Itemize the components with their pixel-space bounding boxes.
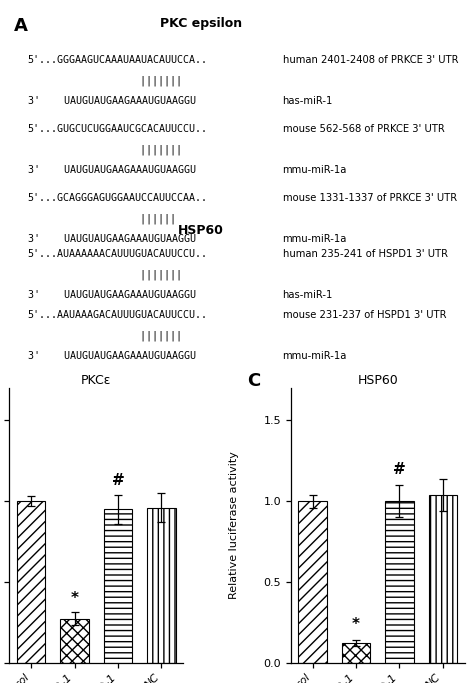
Text: |||||||: ||||||| xyxy=(98,270,182,280)
Text: 5'...AUAAAAAACAUUUGUACAUUCCU..: 5'...AUAAAAAACAUUUGUACAUUCCU.. xyxy=(27,249,208,259)
Text: |||||||: ||||||| xyxy=(98,75,182,86)
Text: PKC epsilon: PKC epsilon xyxy=(160,17,242,30)
Bar xyxy=(342,643,370,663)
Text: 3'    UAUGUAUGAAGAAAUGUAAGGU: 3' UAUGUAUGAAGAAAUGUAAGGU xyxy=(27,96,196,106)
Text: mmu-miR-1a: mmu-miR-1a xyxy=(283,351,347,361)
Text: mouse 562-568 of PRKCE 3' UTR: mouse 562-568 of PRKCE 3' UTR xyxy=(283,124,444,134)
Text: mouse 231-237 of HSPD1 3' UTR: mouse 231-237 of HSPD1 3' UTR xyxy=(283,310,446,320)
Y-axis label: Relative luciferase activity: Relative luciferase activity xyxy=(229,451,239,599)
Text: 3'    UAUGUAUGAAGAAAUGUAAGGU: 3' UAUGUAUGAAGAAAUGUAAGGU xyxy=(27,165,196,175)
Text: *: * xyxy=(71,591,79,606)
Text: 5'...GGGAAGUCAAAUAAUACAUUCCA..: 5'...GGGAAGUCAAAUAAUACAUUCCA.. xyxy=(27,55,208,65)
Text: HSP60: HSP60 xyxy=(178,224,224,238)
Text: 3'    UAUGUAUGAAGAAAUGUAAGGU: 3' UAUGUAUGAAGAAAUGUAAGGU xyxy=(27,234,196,244)
Text: #: # xyxy=(393,462,406,477)
Text: C: C xyxy=(247,372,261,390)
Bar xyxy=(428,494,457,663)
Bar xyxy=(385,501,413,663)
Text: A: A xyxy=(14,17,28,35)
Text: mouse 1331-1337 of PRKCE 3' UTR: mouse 1331-1337 of PRKCE 3' UTR xyxy=(283,193,456,203)
Text: |||||||: ||||||| xyxy=(98,144,182,155)
Title: HSP60: HSP60 xyxy=(357,374,398,387)
Text: 3'    UAUGUAUGAAGAAAUGUAAGGU: 3' UAUGUAUGAAGAAAUGUAAGGU xyxy=(27,351,196,361)
Text: mmu-miR-1a: mmu-miR-1a xyxy=(283,165,347,175)
Bar xyxy=(17,501,46,663)
Bar xyxy=(104,510,132,663)
Text: 5'...AAUAAAGACAUUUGUACAUUCCU..: 5'...AAUAAAGACAUUUGUACAUUCCU.. xyxy=(27,310,208,320)
Bar xyxy=(147,507,175,663)
Text: human 2401-2408 of PRKCE 3' UTR: human 2401-2408 of PRKCE 3' UTR xyxy=(283,55,458,65)
Text: human 235-241 of HSPD1 3' UTR: human 235-241 of HSPD1 3' UTR xyxy=(283,249,447,259)
Text: #: # xyxy=(112,473,124,488)
Text: |||||||: ||||||| xyxy=(98,331,182,341)
Text: has-miR-1: has-miR-1 xyxy=(283,290,333,300)
Text: 5'...GUGCUCUGGAAUCGCACAUUCCU..: 5'...GUGCUCUGGAAUCGCACAUUCCU.. xyxy=(27,124,208,134)
Text: 3'    UAUGUAUGAAGAAAUGUAAGGU: 3' UAUGUAUGAAGAAAUGUAAGGU xyxy=(27,290,196,300)
Text: 5'...GCAGGGAGUGGAAUCCAUUCCAA..: 5'...GCAGGGAGUGGAAUCCAUUCCAA.. xyxy=(27,193,208,203)
Text: has-miR-1: has-miR-1 xyxy=(283,96,333,106)
Text: ||||||: |||||| xyxy=(98,214,176,224)
Text: *: * xyxy=(352,617,360,632)
Bar xyxy=(299,501,327,663)
Bar xyxy=(61,619,89,663)
Title: PKCε: PKCε xyxy=(81,374,111,387)
Text: mmu-miR-1a: mmu-miR-1a xyxy=(283,234,347,244)
